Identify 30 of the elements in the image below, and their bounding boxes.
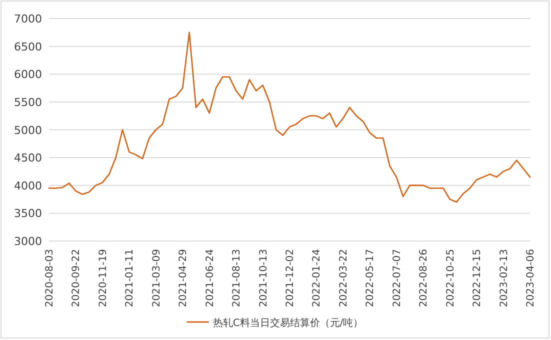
x-tick-label: 2022-01-24 xyxy=(312,249,323,308)
x-tick-label: 2022-12-15 xyxy=(472,249,484,308)
x-tick-label: 2022-07-07 xyxy=(392,249,403,308)
y-tick-label: 3500 xyxy=(14,207,42,220)
x-tick-label: 2021-12-02 xyxy=(285,249,296,308)
legend: 热轧C料当日交易结算价（元/吨） xyxy=(186,318,364,329)
y-tick-label: 3000 xyxy=(14,235,42,248)
y-tick-label: 7000 xyxy=(14,12,42,26)
x-tick-label: 2020-11-19 xyxy=(98,249,109,308)
legend-label: 热轧C料当日交易结算价（元/吨） xyxy=(212,317,364,329)
x-tick-label: 2021-04-29 xyxy=(178,249,190,308)
x-tick-label: 2023-04-06 xyxy=(526,249,536,308)
y-tick-label: 6000 xyxy=(14,68,42,82)
x-tick-label: 2023-02-13 xyxy=(498,249,510,308)
x-tick-label: 2021-03-09 xyxy=(151,249,162,308)
x-tick-label: 2021-01-11 xyxy=(124,249,136,308)
x-tick-label: 2020-08-03 xyxy=(44,249,56,308)
y-tick-label: 4500 xyxy=(14,152,42,165)
x-tick-label: 2022-08-26 xyxy=(418,249,430,308)
x-tick-label: 2022-03-22 xyxy=(338,249,350,308)
y-tick-label: 6500 xyxy=(14,40,42,54)
y-tick-label: 5000 xyxy=(14,124,42,137)
y-tick-label: 5500 xyxy=(14,96,42,109)
x-tick-label: 2022-10-25 xyxy=(445,249,456,308)
x-tick-label: 2021-06-24 xyxy=(204,249,216,308)
y-tick-label: 4000 xyxy=(14,179,42,192)
x-tick-label: 2021-10-13 xyxy=(258,249,270,308)
x-tick-label: 2022-05-17 xyxy=(365,249,376,308)
x-tick-label: 2021-08-13 xyxy=(232,249,243,308)
x-tick-label: 2020-09-22 xyxy=(71,249,82,308)
